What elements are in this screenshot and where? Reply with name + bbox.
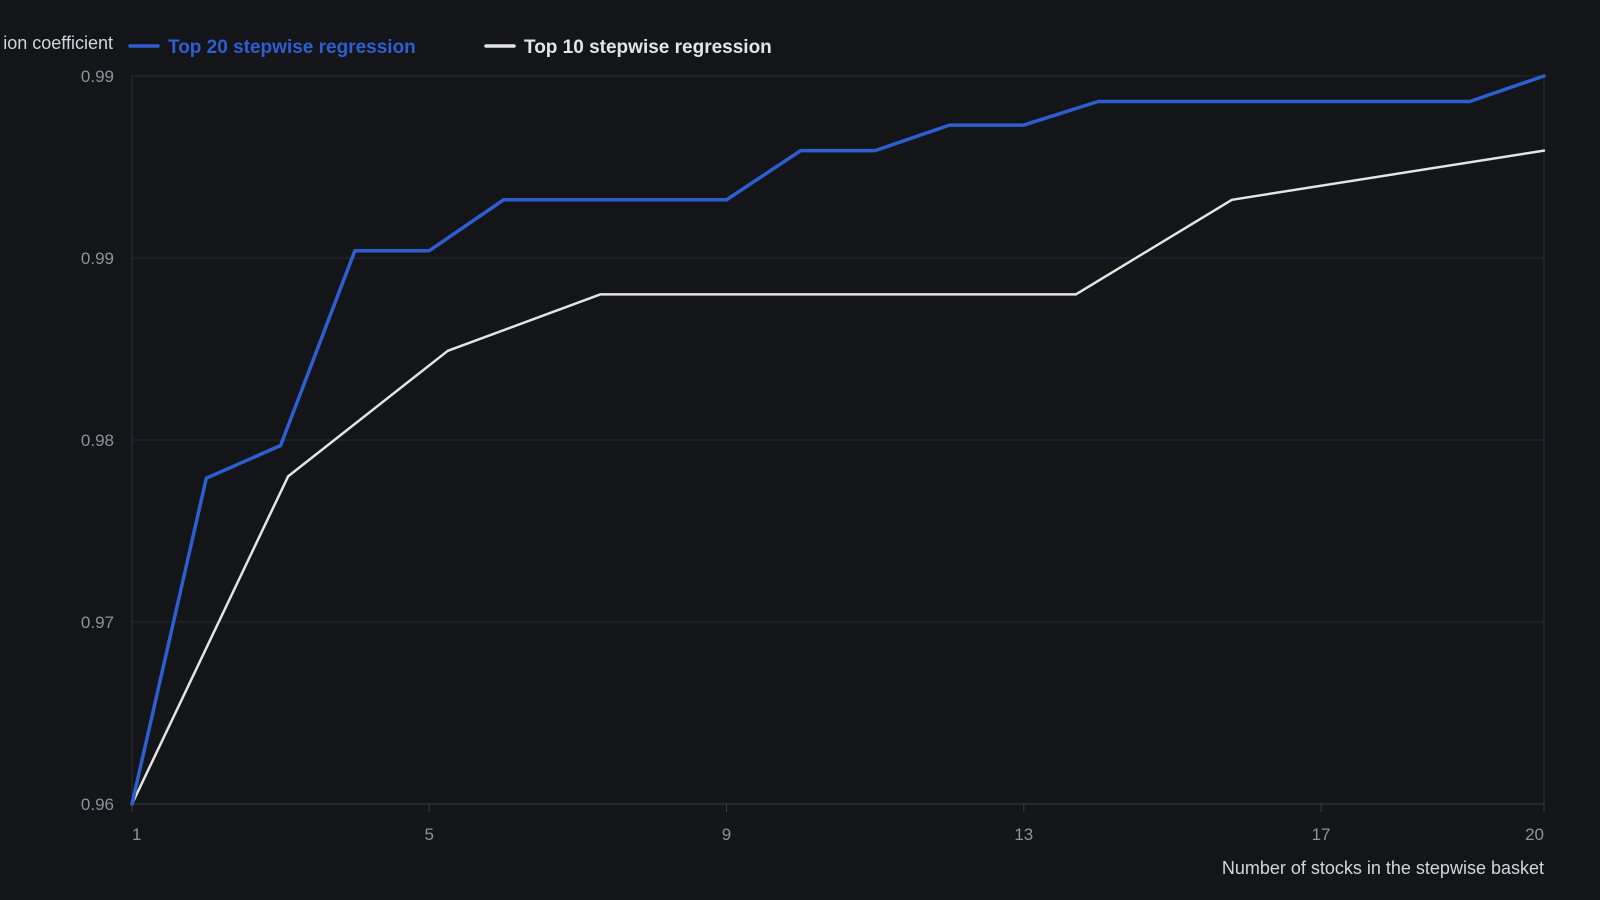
y-tick-label: 0.97 xyxy=(81,613,114,632)
x-tick-label: 9 xyxy=(722,825,731,844)
y-axis-title: ion coefficient xyxy=(3,33,113,53)
series-line-2 xyxy=(130,149,1546,806)
legend-label-2: Top 10 stepwise regression xyxy=(524,37,772,58)
x-tick-label: 17 xyxy=(1312,825,1331,844)
axes: 0.96 0.97 0.98 0.99 0.99 1 5 9 13 17 20 xyxy=(81,67,1545,844)
legend: Top 20 stepwise regression Top 10 stepwis… xyxy=(128,37,772,58)
x-tick-label: 13 xyxy=(1014,825,1033,844)
x-axis-title: Number of stocks in the stepwise basket xyxy=(1222,858,1544,878)
x-tick-label: 1 xyxy=(132,825,141,844)
legend-label-1: Top 20 stepwise regression xyxy=(168,37,416,58)
y-tick-label: 0.99 xyxy=(81,249,114,268)
x-tick-label: 20 xyxy=(1525,825,1544,844)
series-line-1 xyxy=(130,74,1546,806)
y-tick-label: 0.96 xyxy=(81,795,114,814)
x-tick-label: 5 xyxy=(425,825,434,844)
y-tick-label: 0.99 xyxy=(81,67,114,86)
series-lines xyxy=(130,74,1546,806)
y-tick-label: 0.98 xyxy=(81,431,114,450)
